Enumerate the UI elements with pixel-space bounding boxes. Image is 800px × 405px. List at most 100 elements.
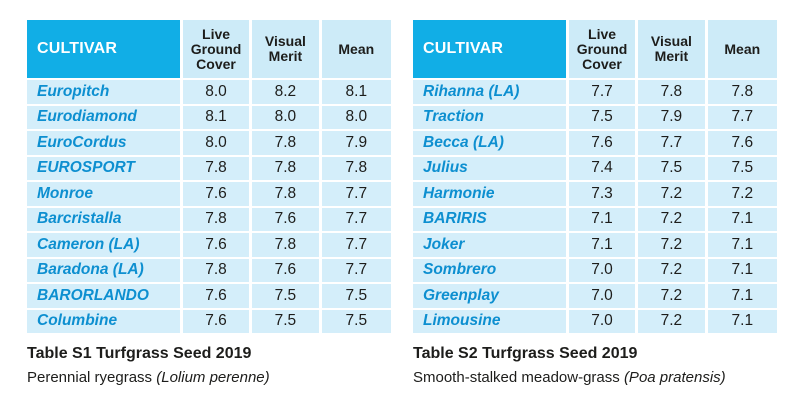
cultivar-cell: Columbine <box>27 307 183 333</box>
table-row: Greenplay 7.0 7.2 7.1 <box>413 282 777 308</box>
live-ground-cover-cell: 7.0 <box>568 256 639 282</box>
live-ground-cover-cell: 7.1 <box>568 205 639 231</box>
live-ground-cover-cell: 7.8 <box>182 154 253 180</box>
visual-merit-cell: 7.6 <box>252 256 322 282</box>
mean-cell: 7.7 <box>321 180 391 206</box>
mean-cell: 7.1 <box>707 231 777 257</box>
visual-merit-cell: 7.8 <box>252 231 322 257</box>
mean-header-text: Mean <box>338 40 375 57</box>
table-s1-body: Europitch 8.0 8.2 8.1 Eurodiamond 8.1 8.0 8.0 Eu… <box>27 78 391 333</box>
table-row: Traction 7.5 7.9 7.7 <box>413 103 777 129</box>
live-ground-cover-cell: 7.6 <box>568 129 639 155</box>
mean-cell: 7.1 <box>707 282 777 308</box>
live-ground-cover-cell: 8.0 <box>182 129 253 155</box>
live-ground-cover-cell: 7.8 <box>182 256 253 282</box>
cultivar-cell: Harmonie <box>413 180 569 206</box>
visual-merit-cell: 8.0 <box>252 103 322 129</box>
mean-cell: 7.5 <box>321 307 391 333</box>
visual-merit-cell: 7.6 <box>252 205 322 231</box>
visual-merit-cell: 7.8 <box>252 154 322 180</box>
live-ground-cover-header: Live Ground Cover <box>182 20 253 78</box>
mean-cell: 7.1 <box>707 256 777 282</box>
table-s2-subtitle-latin: (Poa pratensis) <box>623 369 726 386</box>
cultivar-cell: Baradona (LA) <box>27 256 183 282</box>
table-row: Cameron (LA) 7.6 7.8 7.7 <box>27 231 391 257</box>
visual-merit-cell: 7.5 <box>252 282 322 308</box>
table-s1-panel: CULTIVAR Live Ground Cover Visual Merit … <box>27 20 391 386</box>
table-s2-subtitle-plain: Smooth-stalked meadow-grass <box>413 369 624 386</box>
live-ground-cover-cell: 7.4 <box>568 154 639 180</box>
mean-cell: 7.1 <box>707 205 777 231</box>
live-ground-cover-header-text: Live Ground Cover <box>190 25 242 72</box>
table-row: Becca (LA) 7.6 7.7 7.6 <box>413 129 777 155</box>
visual-merit-cell: 7.8 <box>252 180 322 206</box>
mean-cell: 7.7 <box>321 256 391 282</box>
table-row: Barcristalla 7.8 7.6 7.7 <box>27 205 391 231</box>
cultivar-cell: Eurodiamond <box>27 103 183 129</box>
table-row: Europitch 8.0 8.2 8.1 <box>27 78 391 104</box>
mean-cell: 7.6 <box>707 129 777 155</box>
table-row: EuroCordus 8.0 7.8 7.9 <box>27 129 391 155</box>
cultivar-cell: BARORLANDO <box>27 282 183 308</box>
mean-cell: 7.8 <box>321 154 391 180</box>
mean-cell: 7.7 <box>707 103 777 129</box>
cultivar-header: CULTIVAR <box>413 20 569 78</box>
cultivar-cell: Becca (LA) <box>413 129 569 155</box>
table-row: Limousine 7.0 7.2 7.1 <box>413 307 777 333</box>
mean-cell: 7.8 <box>707 78 777 104</box>
visual-merit-cell: 7.5 <box>638 154 708 180</box>
live-ground-cover-header: Live Ground Cover <box>568 20 639 78</box>
live-ground-cover-header-text: Live Ground Cover <box>576 25 628 72</box>
cultivar-cell: Joker <box>413 231 569 257</box>
table-row: Sombrero 7.0 7.2 7.1 <box>413 256 777 282</box>
table-row: Rihanna (LA) 7.7 7.8 7.8 <box>413 78 777 104</box>
live-ground-cover-cell: 7.6 <box>182 307 253 333</box>
live-ground-cover-cell: 7.5 <box>568 103 639 129</box>
cultivar-cell: Greenplay <box>413 282 569 308</box>
table-s1: CULTIVAR Live Ground Cover Visual Merit … <box>27 20 391 333</box>
visual-merit-header-text: Visual Merit <box>264 33 306 64</box>
visual-merit-cell: 7.2 <box>638 256 708 282</box>
cultivar-cell: Limousine <box>413 307 569 333</box>
cultivar-cell: Monroe <box>27 180 183 206</box>
table-row: Baradona (LA) 7.8 7.6 7.7 <box>27 256 391 282</box>
table-row: Harmonie 7.3 7.2 7.2 <box>413 180 777 206</box>
mean-cell: 7.7 <box>321 205 391 231</box>
live-ground-cover-cell: 8.1 <box>182 103 253 129</box>
table-s2-body: Rihanna (LA) 7.7 7.8 7.8 Traction 7.5 7.9 7.7 Be… <box>413 78 777 333</box>
mean-cell: 7.5 <box>707 154 777 180</box>
mean-header: Mean <box>707 20 777 78</box>
table-row: Eurodiamond 8.1 8.0 8.0 <box>27 103 391 129</box>
table-row: Julius 7.4 7.5 7.5 <box>413 154 777 180</box>
visual-merit-cell: 7.2 <box>638 307 708 333</box>
visual-merit-cell: 7.2 <box>638 282 708 308</box>
visual-merit-header: Visual Merit <box>638 20 708 78</box>
table-s1-subtitle-latin: (Lolium perenne) <box>156 369 270 386</box>
table-row: EUROSPORT 7.8 7.8 7.8 <box>27 154 391 180</box>
cultivar-cell: Julius <box>413 154 569 180</box>
visual-merit-header-text: Visual Merit <box>650 33 692 64</box>
cultivar-cell: Sombrero <box>413 256 569 282</box>
visual-merit-cell: 7.9 <box>638 103 708 129</box>
table-row: BARORLANDO 7.6 7.5 7.5 <box>27 282 391 308</box>
visual-merit-cell: 7.5 <box>252 307 322 333</box>
visual-merit-cell: 7.7 <box>638 129 708 155</box>
live-ground-cover-cell: 7.0 <box>568 307 639 333</box>
live-ground-cover-cell: 7.8 <box>182 205 253 231</box>
cultivar-cell: BARIRIS <box>413 205 569 231</box>
mean-cell: 7.7 <box>321 231 391 257</box>
table-row: Monroe 7.6 7.8 7.7 <box>27 180 391 206</box>
live-ground-cover-cell: 7.3 <box>568 180 639 206</box>
table-row: Joker 7.1 7.2 7.1 <box>413 231 777 257</box>
live-ground-cover-cell: 7.6 <box>182 180 253 206</box>
visual-merit-cell: 7.2 <box>638 205 708 231</box>
cultivar-cell: Rihanna (LA) <box>413 78 569 104</box>
mean-cell: 7.1 <box>707 307 777 333</box>
mean-header-text: Mean <box>724 40 761 57</box>
visual-merit-cell: 8.2 <box>252 78 322 104</box>
mean-header: Mean <box>321 20 391 78</box>
visual-merit-cell: 7.8 <box>638 78 708 104</box>
mean-cell: 7.5 <box>321 282 391 308</box>
table-s1-subtitle: Perennial ryegrass (Lolium perenne) <box>27 369 391 386</box>
cultivar-cell: Europitch <box>27 78 183 104</box>
